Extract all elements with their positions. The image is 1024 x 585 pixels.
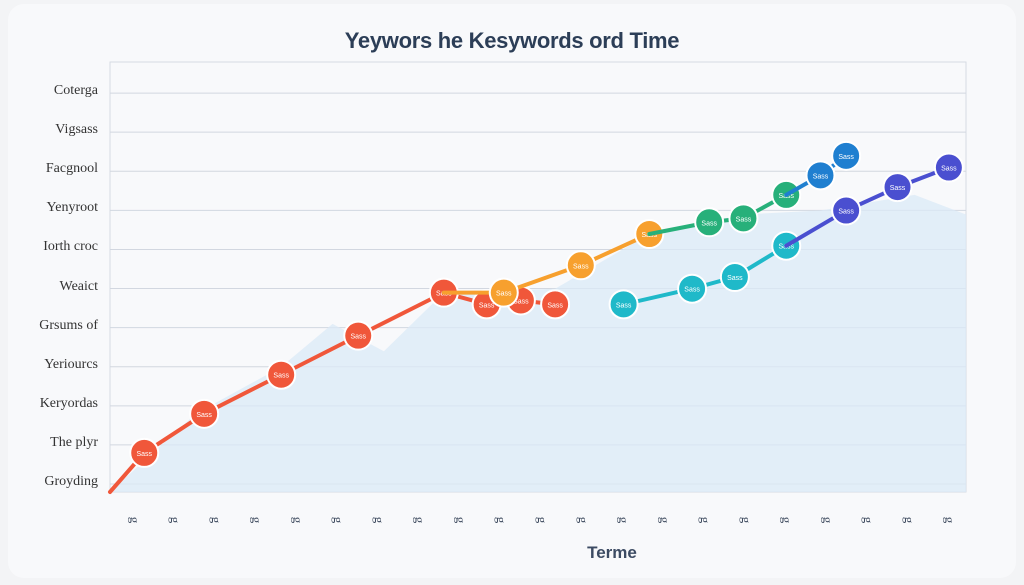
data-label: Sass xyxy=(890,185,906,192)
x-tick-label: g xyxy=(657,517,672,524)
data-point xyxy=(540,289,571,320)
y-tick-label: The plyr xyxy=(50,434,98,450)
data-point xyxy=(565,250,596,281)
data-label: Sass xyxy=(273,373,289,380)
data-label: Sass xyxy=(513,298,529,305)
data-point xyxy=(831,140,862,171)
x-tick-label: g xyxy=(861,517,876,524)
data-point xyxy=(719,262,750,292)
x-tick-label: g xyxy=(576,517,591,524)
x-axis-label: Terme xyxy=(587,543,637,562)
x-tick-label: g xyxy=(535,517,550,524)
x-tick-label: g xyxy=(617,517,632,524)
x-tick-label: g xyxy=(413,517,428,524)
series-line xyxy=(621,243,789,307)
y-tick-label: Groyding xyxy=(44,474,98,489)
data-point xyxy=(608,289,639,320)
x-tick-label: g xyxy=(372,517,387,524)
series-line xyxy=(441,232,652,295)
data-label: Sass xyxy=(701,220,717,227)
data-label: Sass xyxy=(684,287,700,294)
data-point xyxy=(933,152,964,183)
series-line xyxy=(647,192,789,236)
y-tick-label: Yeriourcs xyxy=(44,356,98,372)
x-tick-label: g xyxy=(209,517,224,524)
x-tick-label: g xyxy=(494,517,509,524)
x-tick-label: g xyxy=(290,517,305,524)
data-point xyxy=(129,437,160,468)
x-tick-label: g xyxy=(943,517,958,524)
x-tick-label: g xyxy=(127,517,142,524)
y-tick-label: Coterga xyxy=(53,83,98,99)
x-tick-label: g xyxy=(168,517,183,524)
y-tick-label: Facgnool xyxy=(45,161,98,177)
data-point xyxy=(343,320,374,351)
data-label: Sass xyxy=(547,302,563,309)
data-label: Sass xyxy=(136,451,152,458)
x-tick-label: g xyxy=(331,517,346,524)
y-tick-label: Iorth croc xyxy=(43,239,98,255)
data-label: Sass xyxy=(479,302,495,309)
data-point xyxy=(266,359,297,390)
data-label: Sass xyxy=(838,154,854,161)
y-tick-label: Vigsass xyxy=(55,122,98,138)
x-tick-label: g xyxy=(902,517,917,524)
data-label: Sass xyxy=(736,216,752,223)
data-label: Sass xyxy=(941,166,957,173)
series-line xyxy=(784,165,951,248)
y-tick-label: Keryordas xyxy=(39,395,98,411)
area-fill xyxy=(110,194,966,492)
x-tick-label: g xyxy=(453,517,468,524)
data-label: Sass xyxy=(727,275,743,282)
data-point xyxy=(694,207,725,238)
data-label: Sass xyxy=(196,412,212,419)
x-tick-label: g xyxy=(698,517,713,524)
data-point xyxy=(882,172,913,203)
x-tick-label: g xyxy=(780,517,795,524)
data-point xyxy=(488,277,519,308)
data-label: Sass xyxy=(496,291,512,298)
data-label: Sass xyxy=(838,209,854,216)
chart-title: Yeywors he Kesywords ord Time xyxy=(344,28,680,53)
data-point xyxy=(677,273,708,304)
data-point xyxy=(805,160,836,191)
data-label: Sass xyxy=(616,302,632,309)
x-tick-label: g xyxy=(250,517,265,524)
data-label: Sass xyxy=(573,263,589,270)
y-tick-label: Yenyroot xyxy=(46,200,98,216)
data-point xyxy=(189,398,220,429)
data-label: Sass xyxy=(350,334,366,341)
data-label: Sass xyxy=(813,173,829,180)
y-tick-label: Weaict xyxy=(59,278,98,294)
y-tick-label: Grsums of xyxy=(39,317,98,333)
x-tick-label: g xyxy=(820,517,835,524)
data-point xyxy=(728,203,759,234)
x-tick-label: g xyxy=(739,517,754,524)
data-point xyxy=(831,195,862,226)
